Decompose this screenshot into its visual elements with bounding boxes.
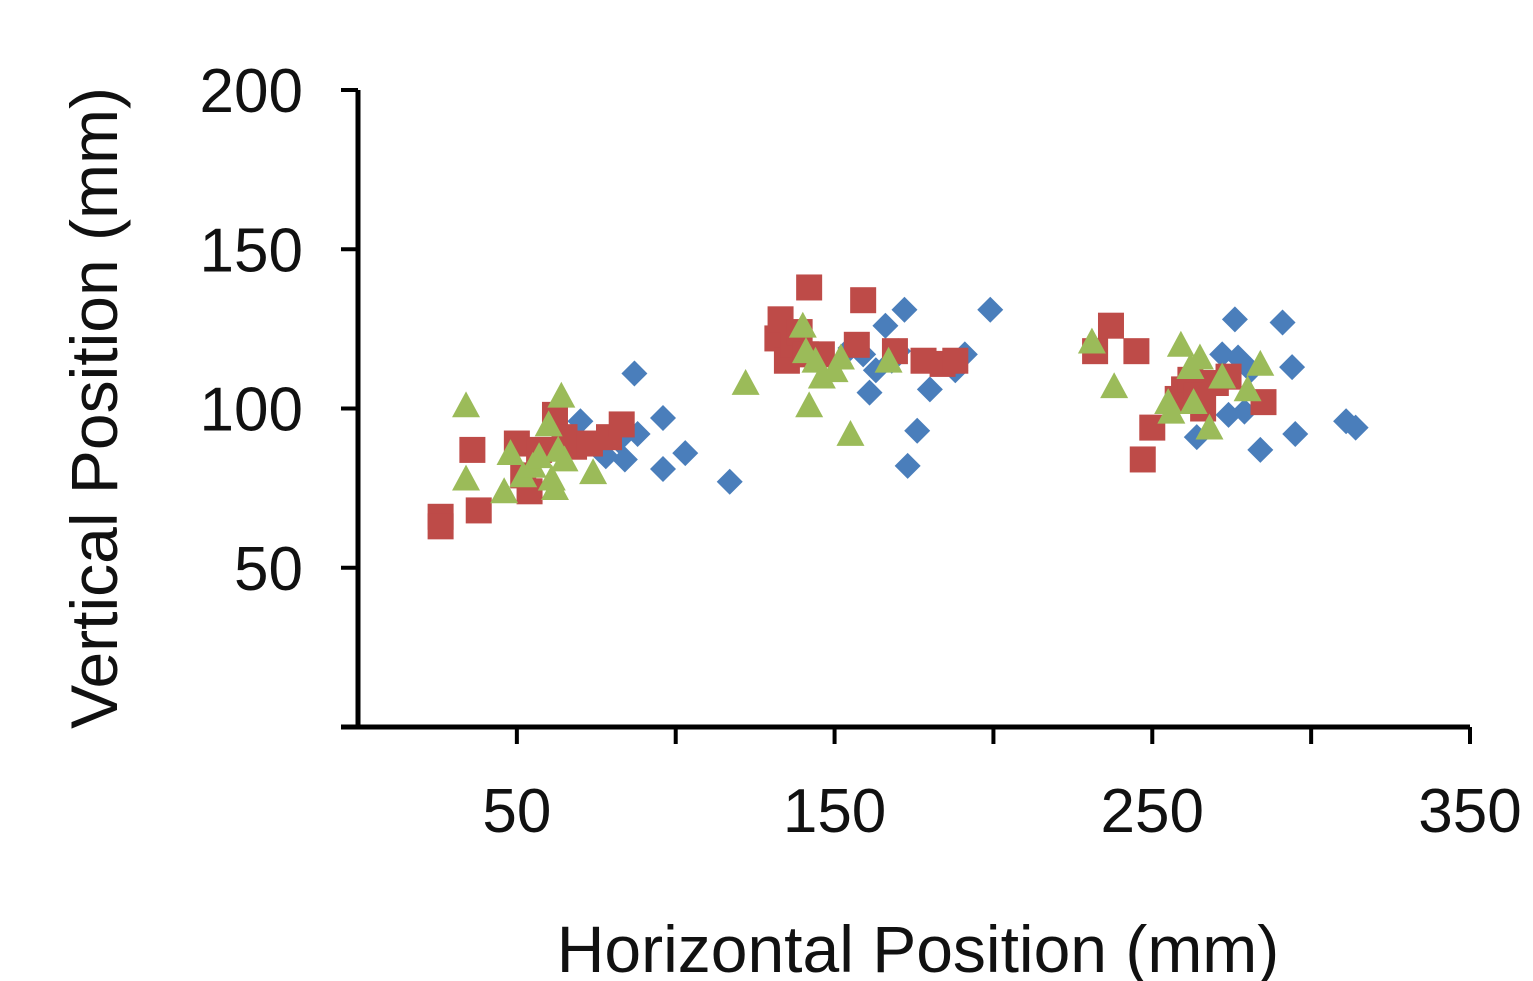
triangle-point	[1233, 375, 1262, 402]
triangle-point	[1185, 343, 1214, 370]
square-point	[843, 331, 870, 358]
square-point	[850, 287, 877, 314]
diamond-point	[872, 312, 899, 339]
diamond-point	[856, 379, 883, 406]
diamond-point	[1247, 436, 1274, 463]
triangle-point	[1179, 388, 1208, 415]
square-point	[1097, 312, 1124, 339]
triangle-point	[452, 464, 481, 491]
x-tick-label: 250	[1101, 777, 1204, 846]
diamond-point	[977, 296, 1004, 323]
x-tick-label: 150	[783, 777, 886, 846]
triangle-point	[1246, 349, 1275, 376]
square-point	[608, 411, 635, 438]
axes	[341, 90, 1470, 730]
triangle-point	[836, 419, 865, 446]
triangle-point	[731, 369, 760, 395]
diamond-point	[650, 405, 677, 432]
diamond-point	[1279, 354, 1306, 381]
triangle-point	[1166, 330, 1195, 357]
triangle-point	[550, 445, 579, 472]
triangle-point	[496, 439, 525, 465]
diamond-point	[916, 376, 943, 403]
y-tick-label: 150	[200, 216, 303, 285]
y-ticks: 50 100 150 200	[200, 57, 358, 729]
y-tick-label: 200	[200, 57, 303, 126]
y-tick-label: 100	[200, 376, 303, 445]
diamond-point	[1221, 306, 1248, 333]
square-point	[459, 436, 486, 463]
y-axis-title: Vertical Position (mm)	[57, 87, 131, 729]
square-point	[465, 497, 492, 524]
triangle-point	[1100, 372, 1129, 399]
triangle-point	[826, 343, 855, 370]
triangle-point	[540, 474, 569, 501]
triangle-point	[788, 311, 817, 338]
diamond-point	[891, 296, 918, 323]
square-point	[1123, 338, 1150, 365]
x-tick-label: 350	[1418, 777, 1521, 846]
x-ticks: 50 150 250 350	[482, 727, 1522, 846]
square-point	[427, 513, 454, 540]
triangle-point	[1157, 397, 1186, 424]
square-point	[942, 347, 969, 374]
triangle-point	[795, 391, 824, 418]
triangle-point	[1077, 327, 1106, 354]
x-tick-label: 50	[482, 777, 551, 846]
triangle-point	[1195, 413, 1224, 440]
square-point	[796, 274, 823, 301]
diamond-point	[1269, 309, 1296, 336]
triangle-point	[534, 410, 563, 437]
diamond-point	[1282, 420, 1309, 447]
triangle-point	[1208, 362, 1237, 389]
diamond-point	[904, 417, 931, 444]
x-axis-title: Horizontal Position (mm)	[557, 912, 1280, 981]
diamond-point	[894, 452, 921, 479]
triangle-point	[452, 391, 481, 418]
diamond-point	[621, 360, 648, 387]
data-markers	[427, 274, 1369, 540]
square-point	[1129, 446, 1156, 473]
diamond-point	[611, 446, 638, 473]
triangle-point	[547, 381, 576, 408]
diamond-point	[716, 468, 743, 495]
diamond-point	[672, 440, 699, 467]
triangle-point	[490, 477, 519, 504]
series-triangle	[452, 311, 1275, 504]
triangle-point	[874, 346, 903, 373]
y-tick-label: 50	[234, 535, 303, 604]
triangle-point	[579, 458, 608, 485]
diamond-point	[650, 456, 677, 483]
diamond-point	[1342, 414, 1369, 441]
